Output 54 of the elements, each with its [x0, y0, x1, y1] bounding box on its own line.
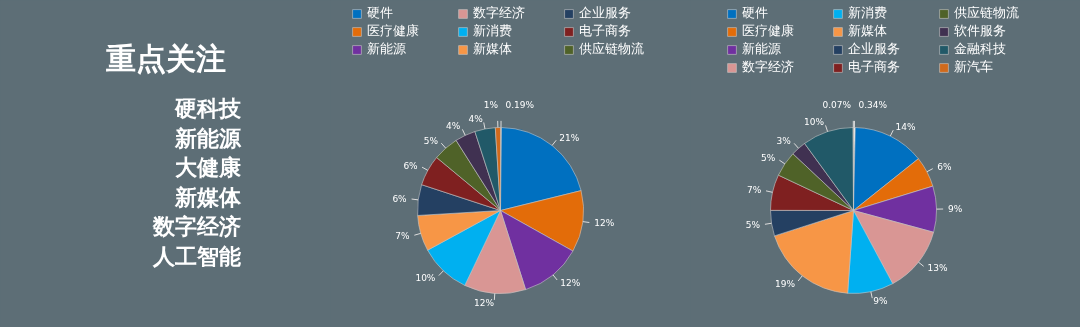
data-label: 14% — [895, 122, 916, 133]
legend-label: 企业服务 — [848, 40, 901, 58]
legend-label: 软件服务 — [954, 22, 1007, 40]
legend-label: 新消费 — [473, 22, 513, 40]
text: 大健康 — [174, 155, 241, 180]
data-label: 5% — [760, 153, 776, 164]
text: 重点关注 — [105, 41, 226, 76]
data-label: 19% — [775, 278, 796, 289]
data-label: 12% — [594, 217, 615, 228]
text: 新媒体 — [173, 184, 242, 210]
data-label: 5% — [745, 219, 761, 230]
data-label: 10% — [415, 272, 436, 283]
legend-label: 医疗健康 — [367, 22, 420, 40]
legend-label: 新汽车 — [954, 58, 994, 76]
data-label: 7% — [395, 231, 410, 242]
data-label: 6% — [937, 162, 952, 173]
data-label: 9% — [873, 296, 888, 307]
data-label: 21% — [559, 132, 580, 143]
legend-label: 医疗健康 — [742, 22, 795, 40]
legend-label: 企业服务 — [579, 4, 632, 22]
data-label: 6% — [392, 193, 408, 204]
data-label: 13% — [927, 263, 949, 274]
data-label: 10% — [803, 117, 825, 128]
legend-label: 硬件 — [367, 4, 394, 22]
legend-label: 金融科技 — [954, 40, 1007, 58]
legend-label: 数字经济 — [742, 58, 795, 76]
text: 新能源 — [173, 125, 242, 151]
legend-label: 供应链物流 — [954, 4, 1020, 22]
legend-label: 供应链物流 — [579, 40, 645, 58]
legend-label: 新能源 — [742, 40, 782, 58]
data-label: 12% — [474, 298, 495, 309]
legend-label: 新能源 — [367, 40, 407, 58]
legend-label: 新消费 — [848, 4, 888, 22]
data-label: 12% — [560, 277, 581, 288]
data-label: 4% — [468, 114, 484, 125]
legend-label: 新媒体 — [848, 22, 888, 40]
data-label: 4% — [446, 121, 461, 132]
text: 数字经济 — [151, 214, 241, 239]
data-label: 0.19% — [505, 100, 535, 111]
data-label: 1% — [483, 100, 499, 111]
legend-label: 数字经济 — [473, 4, 526, 22]
text: 硬科技 — [173, 96, 242, 121]
legend-label: 硬件 — [742, 4, 769, 22]
legend-label: 电子商务 — [579, 22, 632, 40]
legend-label: 新媒体 — [473, 40, 513, 58]
data-label: 0.07% — [822, 100, 852, 111]
legend-label: 电子商务 — [848, 58, 901, 76]
data-label: 9% — [948, 203, 963, 214]
data-label: 0.34% — [858, 100, 888, 111]
data-label: 7% — [746, 185, 762, 196]
data-label: 5% — [423, 135, 439, 146]
data-label: 6% — [403, 160, 419, 171]
data-label: 3% — [776, 135, 792, 146]
text: 人工智能 — [151, 243, 241, 269]
